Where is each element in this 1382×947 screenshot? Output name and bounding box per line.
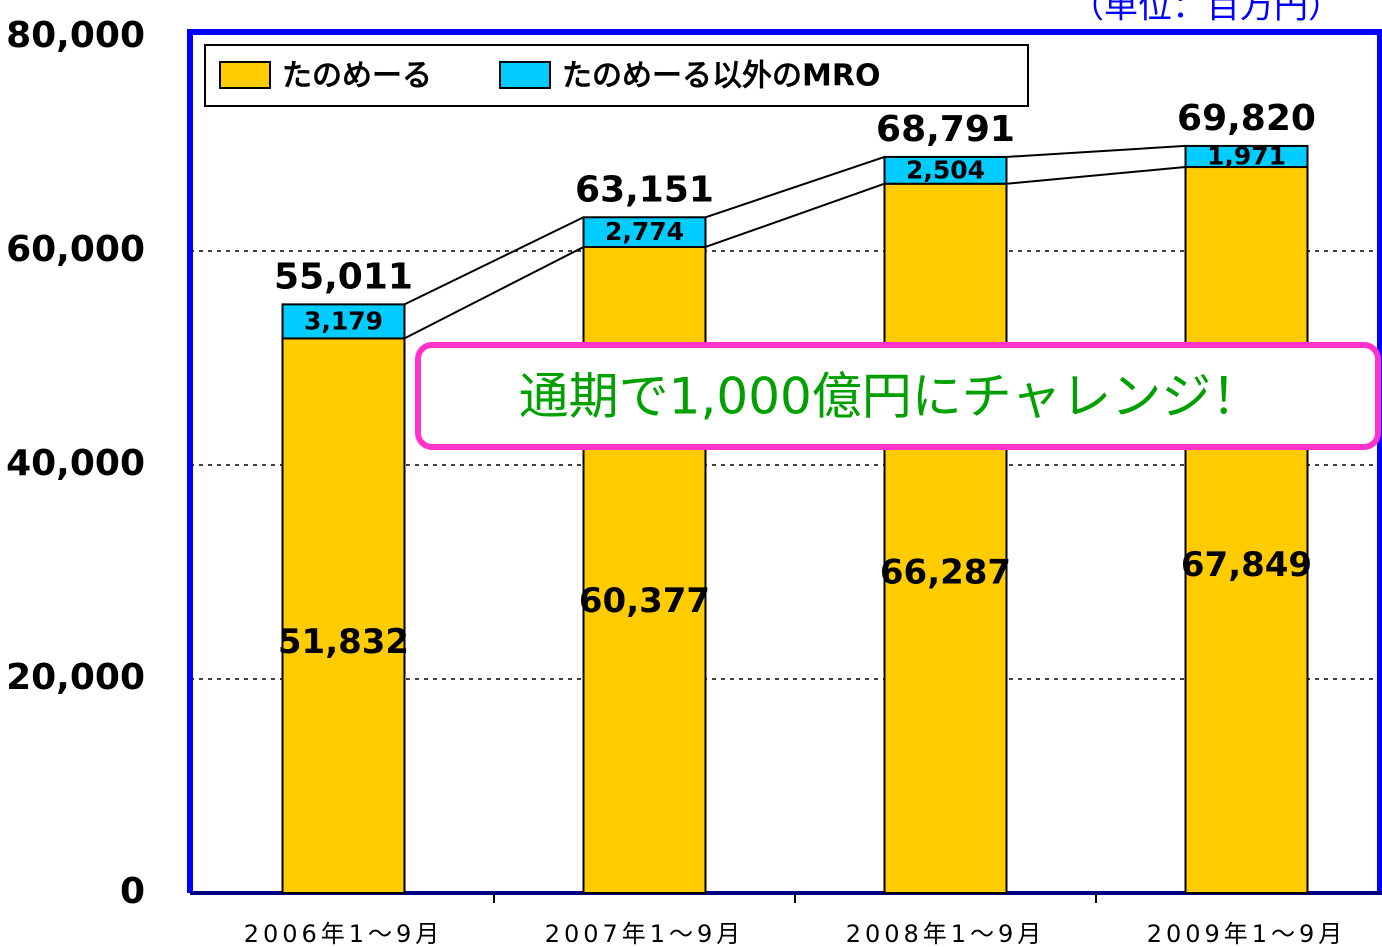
plot-frame <box>187 29 1382 893</box>
annotation: 通期で1,000億円にチャレンジ！ <box>519 368 1262 426</box>
total-label: 55,011 <box>274 256 413 297</box>
unit-note: （単位：百万円） <box>1070 0 1342 27</box>
x-tick-label: 2008年1～9月 <box>846 920 1046 947</box>
connector-line <box>404 246 584 340</box>
x-tick-label: 2006年1～9月 <box>244 920 444 947</box>
legend-label: たのめーる <box>282 59 432 94</box>
bar-segment <box>1184 144 1309 169</box>
annotation-box <box>415 342 1381 450</box>
connector-line <box>705 182 885 248</box>
bar-segment <box>1184 166 1309 895</box>
value-label: 60,377 <box>579 581 710 621</box>
total-label: 68,791 <box>876 109 1015 150</box>
value-label: 1,971 <box>1207 141 1286 170</box>
value-label: 66,287 <box>880 552 1011 592</box>
bar-segment <box>883 155 1008 185</box>
value-label: 67,849 <box>1181 545 1312 585</box>
value-label: 3,179 <box>304 306 383 335</box>
connector-line <box>404 216 584 306</box>
x-tick-label: 2007年1～9月 <box>545 920 745 947</box>
y-tick-label: 60,000 <box>6 229 145 270</box>
value-label: 2,504 <box>906 155 985 184</box>
bar-segment <box>281 303 406 340</box>
value-label: 2,774 <box>605 217 684 246</box>
y-tick-label: 0 <box>120 871 145 912</box>
y-tick-label: 40,000 <box>6 443 145 484</box>
y-tick-label: 80,000 <box>6 15 145 56</box>
total-label: 69,820 <box>1177 98 1316 139</box>
bar-segment <box>582 216 707 248</box>
legend-box <box>204 44 1029 107</box>
connector-line <box>1006 166 1186 185</box>
y-tick-label: 20,000 <box>6 657 145 698</box>
bar-segment <box>883 182 1008 894</box>
total-label: 63,151 <box>575 169 714 210</box>
legend-swatch <box>219 61 271 89</box>
legend-label: たのめーる以外のMRO <box>562 59 880 94</box>
legend-swatch <box>499 61 551 89</box>
connector-line <box>705 155 885 219</box>
bar-segment <box>281 337 406 895</box>
value-label: 51,832 <box>278 622 409 662</box>
x-tick-label: 2009年1～9月 <box>1147 920 1347 947</box>
connector-line <box>1006 144 1186 158</box>
